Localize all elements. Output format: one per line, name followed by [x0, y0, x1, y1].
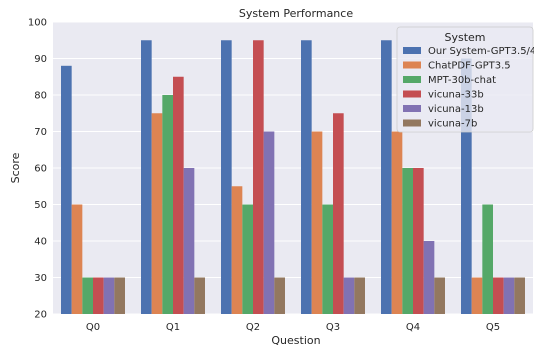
y-axis-ticks: 20 30 40 50 60 70 80 90 100 — [28, 18, 47, 321]
bar-q5-series-6 — [514, 277, 525, 314]
legend-label: vicuna-13b — [428, 104, 484, 115]
bar-q5-series-5 — [503, 277, 515, 314]
x-tick-label: Q3 — [326, 322, 340, 333]
legend-swatch — [403, 105, 421, 112]
bar-q5-series-4 — [493, 277, 504, 314]
bar-q0-series-2 — [71, 204, 83, 314]
bar-q0-series-4 — [93, 277, 104, 314]
bar-q2-series-4 — [253, 40, 264, 314]
bar-q0-series-6 — [114, 277, 125, 314]
legend-items: Our System-GPT3.5/4 ChatPDF-GPT3.5 MPT-30b… — [403, 46, 534, 130]
x-axis-ticks: Q0 Q1 Q2 Q3 Q4 Q5 — [86, 322, 500, 333]
legend-label: vicuna-7b — [428, 119, 477, 130]
x-tick-label: Q5 — [486, 322, 500, 333]
legend-swatch — [403, 61, 421, 69]
y-tick-label: 40 — [34, 237, 47, 248]
legend-title: System — [444, 31, 485, 44]
legend-swatch — [403, 76, 421, 83]
bar-q1-series-3 — [162, 95, 173, 314]
bar-q3-series-1 — [301, 40, 312, 314]
bar-q4-series-4 — [413, 168, 424, 314]
legend-label: MPT-30b-chat — [428, 75, 496, 86]
bar-q1-series-4 — [173, 76, 184, 314]
bar-q2-series-1 — [221, 40, 232, 314]
legend-swatch — [403, 47, 421, 54]
y-axis-label: Score — [9, 152, 22, 183]
bar-q4-series-6 — [434, 277, 445, 314]
x-axis-label: Question — [271, 334, 320, 345]
bar-q3-series-5 — [343, 277, 355, 314]
bar-q4-series-2 — [391, 131, 403, 314]
y-tick-label: 100 — [28, 18, 47, 29]
bar-q5-series-3 — [482, 204, 493, 314]
legend-swatch — [403, 90, 421, 98]
x-tick-label: Q2 — [246, 322, 260, 333]
bar-q3-series-4 — [333, 113, 344, 314]
bars — [61, 40, 525, 314]
y-tick-label: 20 — [34, 310, 47, 321]
x-tick-label: Q1 — [166, 322, 180, 333]
bar-q1-series-6 — [194, 277, 205, 314]
y-tick-label: 70 — [34, 127, 47, 138]
legend-label: Our System-GPT3.5/4 — [428, 46, 534, 57]
bar-q3-series-2 — [311, 131, 323, 314]
bar-q5-series-1 — [461, 58, 472, 314]
bar-q2-series-6 — [274, 277, 285, 314]
bar-q1-series-2 — [151, 113, 163, 314]
y-tick-label: 30 — [34, 273, 47, 284]
bar-q0-series-1 — [61, 65, 72, 314]
x-tick-label: Q4 — [406, 322, 420, 333]
bar-q1-series-1 — [141, 40, 152, 314]
bar-q2-series-3 — [242, 204, 253, 314]
y-tick-label: 60 — [34, 164, 47, 175]
bar-q3-series-3 — [322, 204, 333, 314]
bar-q0-series-5 — [103, 277, 115, 314]
bar-q4-series-1 — [381, 40, 392, 314]
y-tick-label: 50 — [34, 200, 47, 211]
bar-q4-series-5 — [423, 241, 435, 314]
legend-box — [396, 26, 534, 133]
legend-label: vicuna-33b — [428, 90, 484, 101]
x-tick-label: Q0 — [86, 322, 100, 333]
legend-label: ChatPDF-GPT3.5 — [428, 61, 511, 72]
bar-q1-series-5 — [183, 168, 195, 314]
bar-q3-series-6 — [354, 277, 365, 314]
chart-title: System Performance — [239, 7, 353, 20]
bar-q0-series-3 — [82, 277, 93, 314]
y-tick-label: 80 — [34, 91, 47, 102]
bar-q2-series-2 — [231, 186, 243, 314]
legend-swatch — [403, 119, 421, 127]
legend: System Our System-GPT3.5/4 ChatPDF-GPT3.5… — [396, 26, 534, 133]
y-tick-label: 90 — [34, 54, 47, 65]
bar-q4-series-3 — [402, 168, 413, 314]
bar-q5-series-2 — [471, 277, 483, 314]
bar-q2-series-5 — [263, 131, 275, 314]
